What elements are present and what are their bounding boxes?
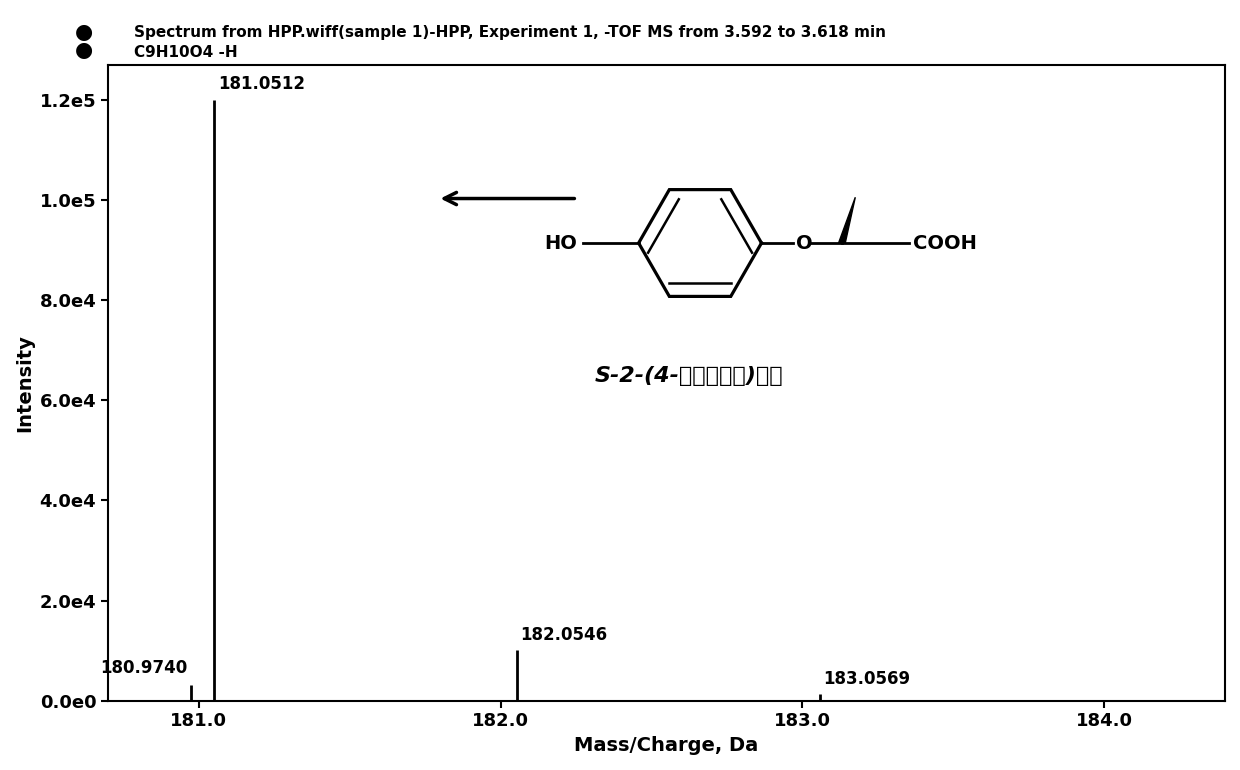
Text: COOH: COOH xyxy=(914,233,977,253)
X-axis label: Mass/Charge, Da: Mass/Charge, Da xyxy=(574,736,759,755)
Text: 183.0569: 183.0569 xyxy=(823,670,910,688)
Text: 182.0546: 182.0546 xyxy=(521,625,608,644)
Text: ●: ● xyxy=(76,40,93,60)
Text: Spectrum from HPP.wiff(sample 1)-HPP, Experiment 1, -TOF MS from 3.592 to 3.618 : Spectrum from HPP.wiff(sample 1)-HPP, Ex… xyxy=(134,25,885,39)
Text: 181.0512: 181.0512 xyxy=(218,75,305,92)
Text: S-2-(4-羟基苯氧基)丙酸: S-2-(4-羟基苯氧基)丙酸 xyxy=(595,367,784,387)
Text: C9H10O4 -H: C9H10O4 -H xyxy=(134,45,238,59)
Text: O: O xyxy=(796,233,812,253)
Text: HO: HO xyxy=(544,233,577,253)
Polygon shape xyxy=(838,197,856,243)
Y-axis label: Intensity: Intensity xyxy=(15,334,33,432)
Text: ●: ● xyxy=(76,22,93,42)
Text: 180.9740: 180.9740 xyxy=(100,659,187,677)
